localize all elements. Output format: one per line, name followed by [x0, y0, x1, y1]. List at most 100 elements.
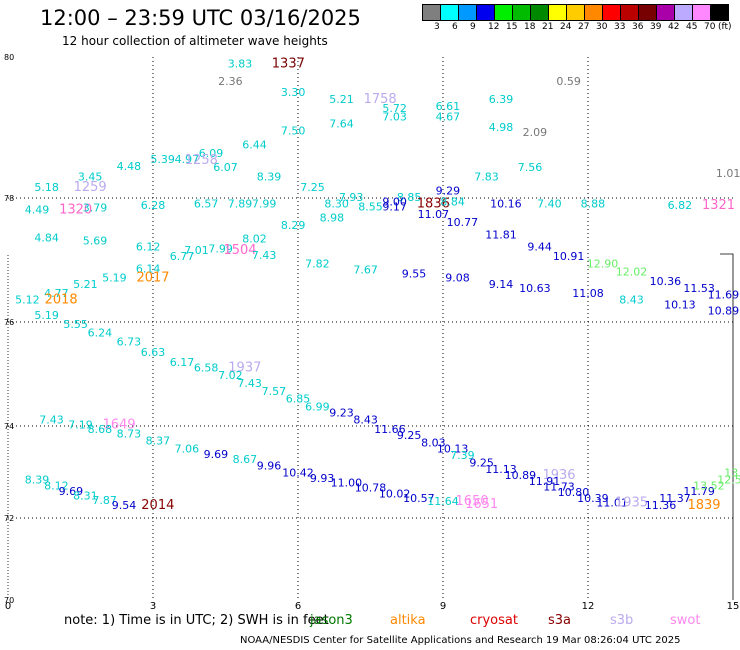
- wave-height-label: 7.50: [281, 125, 306, 138]
- wave-height-label: 5.72: [382, 102, 407, 115]
- wave-height-label: 8.29: [281, 219, 306, 232]
- map-grid: [8, 57, 733, 600]
- wave-height-label: 8.98: [320, 212, 345, 225]
- wave-height-label: 8.85: [397, 191, 422, 204]
- wave-height-label: 4.97: [175, 153, 200, 166]
- coastline-east: [720, 253, 734, 600]
- wave-height-label: 4.98: [489, 121, 514, 134]
- x-tick-label: 6: [295, 601, 301, 612]
- wave-height-label: 3.79: [83, 202, 108, 215]
- wave-height-label: 7.83: [474, 170, 499, 183]
- wave-height-label: 8.73: [117, 428, 142, 441]
- wave-height-label: 7.56: [518, 161, 543, 174]
- wave-height-label: 1758: [364, 92, 397, 107]
- wave-height-label: 6.99: [305, 400, 330, 413]
- legend-swatch: [422, 4, 441, 21]
- axis-ticks: 0 3 6 9 12 15 80 78 76 74 72 70: [4, 53, 739, 612]
- y-tick-label: 74: [4, 422, 14, 431]
- wave-height-label: 7.64: [329, 118, 354, 131]
- wave-height-label: 10.13: [664, 298, 696, 311]
- wave-height-label: 1321: [702, 198, 735, 213]
- wave-height-label: 5.19: [102, 272, 127, 285]
- wave-height-label: 7.01: [184, 244, 209, 257]
- legend-label: 15: [506, 22, 518, 32]
- wave-height-label: 5.21: [329, 93, 354, 106]
- wave-height-label: 11.07: [418, 208, 450, 221]
- wave-height-label: 10.42: [282, 467, 314, 480]
- wave-height-label: 9.44: [527, 241, 552, 254]
- wave-height-label: 6.61: [436, 100, 461, 113]
- wave-height-label: 9.25: [397, 429, 422, 442]
- y-tick-label: 70: [4, 596, 14, 605]
- wave-height-label: 5.12: [15, 293, 40, 306]
- credit-line: NOAA/NESDIS Center for Satellite Applica…: [240, 635, 681, 646]
- wave-height-label: 7.02: [218, 369, 243, 382]
- satellite-s3a: s3a: [548, 613, 572, 628]
- wave-height-label: 9.29: [436, 184, 461, 197]
- wave-height-label: 4.77: [44, 287, 69, 300]
- wave-height-label: 1937: [228, 360, 261, 375]
- wave-height-label: 1337: [272, 57, 305, 72]
- wave-height-label: 4.67: [436, 110, 461, 123]
- wave-height-label: 5.55: [63, 318, 88, 331]
- legend-swatch: [494, 4, 513, 21]
- wave-height-label: 9.17: [382, 200, 407, 213]
- wave-height-label: 6.44: [242, 139, 267, 152]
- legend-swatch: [440, 4, 459, 21]
- wave-height-label: 11.81: [485, 228, 517, 241]
- wave-height-label: 11.66: [374, 423, 406, 436]
- legend-swatch: [548, 4, 567, 21]
- y-tick-label: 80: [4, 53, 14, 62]
- wave-height-label: 8.02: [242, 233, 267, 246]
- legend-swatch: [710, 4, 729, 21]
- wave-height-label: 5.21: [73, 278, 98, 291]
- wave-height-label: 11.01: [596, 497, 628, 510]
- color-legend: (ft) 3 6 9 12 15 18 21 24 27 30 33 36 39 42 45 70: [422, 4, 740, 33]
- wave-height-label: 7.67: [353, 264, 378, 277]
- wave-height-label: 6.58: [194, 361, 219, 374]
- wave-height-label: 12.02: [616, 266, 648, 279]
- wave-height-label: 7.19: [68, 418, 93, 431]
- legend-label: 12: [488, 22, 500, 32]
- legend-unit: (ft): [718, 22, 732, 32]
- wave-height-label: 10.13: [437, 443, 469, 456]
- x-tick-label: 0: [5, 601, 11, 612]
- wave-height-label: 6.77: [170, 250, 195, 263]
- wave-height-label: 7.43: [237, 377, 262, 390]
- wave-height-label: 2017: [136, 271, 169, 286]
- legend-swatches: [422, 4, 740, 21]
- wave-height-label: 10.02: [379, 487, 411, 500]
- wave-height-label: 8.30: [324, 197, 349, 210]
- legend-swatch: [674, 4, 693, 21]
- wave-height-label: 1935: [615, 496, 648, 511]
- wave-height-label: 10.36: [650, 275, 682, 288]
- wave-height-label: 3.45: [78, 170, 103, 183]
- legend-label: 21: [542, 22, 554, 32]
- wave-height-label: 10.80: [558, 486, 590, 499]
- legend-label: 9: [470, 22, 476, 32]
- satellite-s3b: s3b: [610, 613, 634, 628]
- wave-height-label: 8.37: [146, 434, 171, 447]
- x-tick-label: 15: [727, 601, 740, 612]
- wave-height-label: 9.69: [204, 448, 229, 461]
- legend-label: 45: [686, 22, 698, 32]
- wave-height-label: 12.53: [717, 474, 740, 487]
- y-tick-label: 76: [4, 318, 14, 327]
- wave-height-label: 1651: [465, 497, 498, 512]
- wave-height-label: 7.82: [305, 257, 330, 270]
- wave-height-label: 12.90: [587, 257, 619, 270]
- wave-height-label: 9.54: [112, 499, 137, 512]
- legend-label: 70: [704, 22, 716, 32]
- wave-height-label: 13.: [724, 467, 740, 480]
- wave-height-label: 11.36: [645, 499, 677, 512]
- wave-height-label: 7.25: [300, 181, 325, 194]
- wave-height-label: 9.96: [257, 460, 282, 473]
- wave-height-label: 10.78: [355, 481, 387, 494]
- wave-height-label: 1259: [74, 180, 107, 195]
- wave-height-label: 9.23: [329, 407, 354, 420]
- legend-swatch: [530, 4, 549, 21]
- wave-height-label: 8.12: [44, 479, 69, 492]
- wave-height-label: 1.01: [716, 167, 740, 180]
- wave-height-label: 5.39: [150, 153, 175, 166]
- wave-height-label: 9.55: [402, 267, 427, 280]
